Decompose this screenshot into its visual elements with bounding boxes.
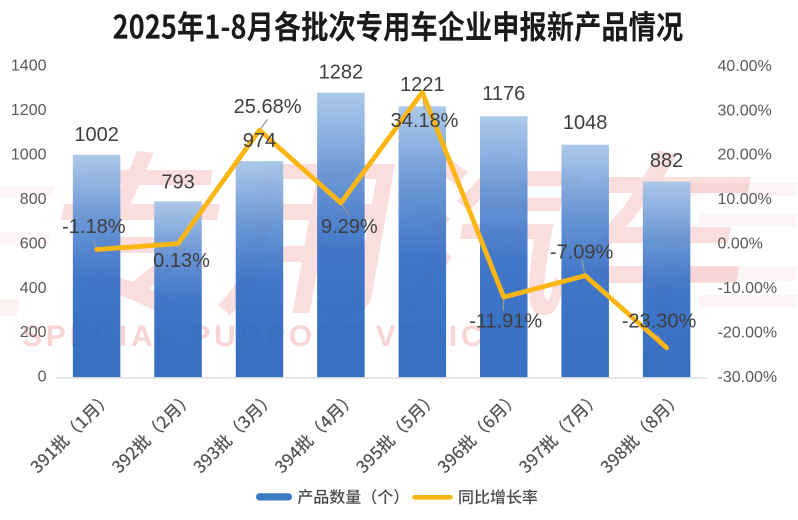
svg-text:1002: 1002 (74, 124, 119, 146)
svg-text:-23.30%: -23.30% (622, 311, 697, 333)
svg-text:1400: 1400 (11, 57, 47, 74)
svg-text:25.68%: 25.68% (234, 96, 302, 118)
svg-text:40.00%: 40.00% (718, 58, 772, 75)
svg-text:800: 800 (20, 191, 47, 208)
svg-text:20.00%: 20.00% (718, 147, 772, 164)
svg-text:0.13%: 0.13% (153, 250, 210, 272)
svg-text:0: 0 (38, 369, 47, 386)
svg-text:200: 200 (20, 324, 47, 341)
svg-text:1048: 1048 (563, 112, 608, 134)
svg-text:-1.18%: -1.18% (62, 216, 126, 238)
svg-text:1221: 1221 (400, 74, 445, 96)
svg-text:-30.00%: -30.00% (718, 369, 778, 386)
svg-text:10.00%: 10.00% (718, 191, 772, 208)
svg-text:30.00%: 30.00% (718, 102, 772, 119)
svg-text:793: 793 (161, 172, 194, 194)
svg-text:400: 400 (20, 280, 47, 297)
svg-text:-20.00%: -20.00% (718, 325, 778, 342)
svg-text:600: 600 (20, 235, 47, 252)
svg-text:1200: 1200 (11, 102, 47, 119)
svg-text:9.29%: 9.29% (321, 216, 378, 238)
svg-text:1282: 1282 (319, 62, 364, 84)
svg-text:1000: 1000 (11, 146, 47, 163)
svg-text:-7.09%: -7.09% (550, 242, 614, 264)
svg-text:1176: 1176 (482, 83, 525, 105)
svg-text:974: 974 (243, 130, 276, 152)
svg-text:-10.00%: -10.00% (718, 280, 778, 297)
svg-text:34.18%: 34.18% (391, 110, 459, 132)
svg-text:-11.91%: -11.91% (469, 311, 542, 333)
svg-text:0.00%: 0.00% (718, 236, 763, 253)
svg-text:882: 882 (650, 150, 683, 172)
